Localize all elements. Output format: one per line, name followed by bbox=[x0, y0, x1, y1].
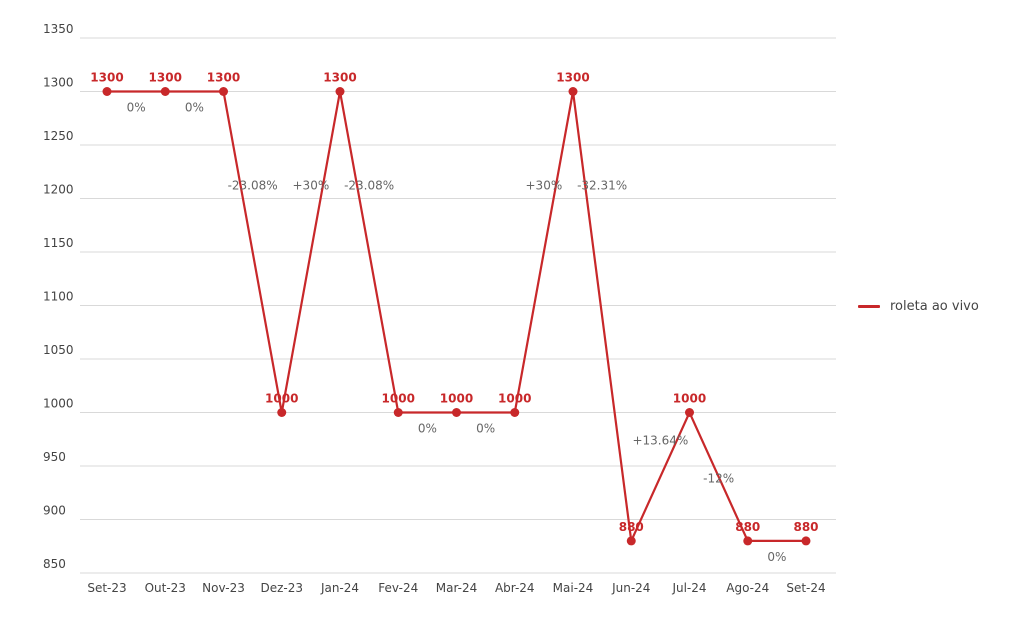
x-tick-label: Nov-23 bbox=[202, 581, 245, 595]
data-point bbox=[219, 87, 228, 96]
change-label: 0% bbox=[767, 550, 786, 564]
change-label: +13.64% bbox=[632, 434, 688, 448]
data-label: 1000 bbox=[440, 392, 473, 406]
x-tick-label: Set-24 bbox=[786, 581, 825, 595]
data-label: 1300 bbox=[556, 71, 589, 85]
y-tick-label: 1250 bbox=[43, 129, 74, 143]
data-points bbox=[102, 87, 811, 546]
data-point bbox=[393, 408, 403, 417]
x-tick-label: Abr-24 bbox=[495, 581, 535, 595]
change-label: +30% bbox=[526, 179, 563, 193]
data-point bbox=[277, 408, 287, 417]
change-label: 0% bbox=[418, 422, 437, 436]
data-label: 1300 bbox=[149, 71, 182, 85]
y-tick-label: 1300 bbox=[43, 76, 74, 90]
y-tick-label: 1150 bbox=[43, 236, 74, 250]
x-tick-label: Mar-24 bbox=[436, 581, 477, 595]
data-label: 1300 bbox=[90, 71, 123, 85]
legend-swatch bbox=[858, 305, 880, 308]
x-tick-label: Set-23 bbox=[87, 581, 126, 595]
change-label: -23.08% bbox=[228, 179, 278, 193]
x-tick-label: Jan-24 bbox=[320, 581, 359, 595]
legend-label: roleta ao vivo bbox=[890, 299, 979, 314]
change-label: -12% bbox=[703, 472, 734, 486]
y-tick-label: 1050 bbox=[43, 343, 74, 357]
change-label: -23.08% bbox=[344, 179, 394, 193]
y-tick-label: 900 bbox=[43, 504, 66, 518]
change-label: -32.31% bbox=[577, 179, 627, 193]
data-label: 880 bbox=[619, 520, 644, 534]
data-label: 1300 bbox=[207, 71, 240, 85]
data-point bbox=[801, 536, 811, 546]
y-tick-label: 1000 bbox=[43, 397, 74, 411]
data-point bbox=[160, 87, 170, 96]
change-label: +30% bbox=[293, 179, 330, 193]
y-tick-label: 1200 bbox=[43, 183, 74, 197]
data-point bbox=[568, 87, 578, 96]
data-label: 1000 bbox=[498, 392, 531, 406]
y-axis-ticks: 850 900 950 1000 1050 1100 1150 1200 1250 1300 135… bbox=[43, 22, 74, 571]
y-tick-label: 950 bbox=[43, 450, 66, 464]
x-tick-label: Jun-24 bbox=[611, 581, 650, 595]
x-tick-label: Jul-24 bbox=[671, 581, 706, 595]
data-labels: 1300 1300 1300 1000 1300 1000 1000 1000 1300 880 1… bbox=[90, 71, 818, 534]
series-line bbox=[107, 90, 806, 545]
data-point bbox=[743, 536, 753, 546]
change-label: 0% bbox=[127, 101, 146, 115]
data-label: 1000 bbox=[265, 392, 298, 406]
y-tick-label: 1100 bbox=[43, 290, 74, 304]
data-point bbox=[335, 87, 345, 96]
y-tick-label: 850 bbox=[43, 557, 66, 571]
data-label: 880 bbox=[735, 520, 760, 534]
x-tick-label: Mai-24 bbox=[553, 581, 594, 595]
data-point bbox=[452, 408, 461, 417]
data-point bbox=[685, 408, 694, 417]
y-tick-label: 1350 bbox=[43, 22, 74, 36]
series-line-path bbox=[107, 90, 806, 545]
x-tick-label: Fev-24 bbox=[378, 581, 418, 595]
data-label: 1300 bbox=[323, 71, 356, 85]
data-label: 1000 bbox=[673, 392, 706, 406]
data-label: 880 bbox=[793, 520, 818, 534]
data-point bbox=[510, 408, 520, 417]
change-label: 0% bbox=[185, 101, 204, 115]
data-point bbox=[102, 87, 112, 96]
data-point bbox=[626, 536, 636, 546]
change-label: 0% bbox=[476, 422, 495, 436]
change-labels: 0% 0% -23.08% +30% -23.08% 0% 0% +30% -32.31% +13… bbox=[127, 101, 787, 564]
grid-lines bbox=[80, 37, 836, 574]
x-tick-label: Out-23 bbox=[145, 581, 186, 595]
x-tick-label: Dez-23 bbox=[260, 581, 303, 595]
x-axis-ticks: Set-23 Out-23 Nov-23 Dez-23 Jan-24 Fev-24 Mar-… bbox=[87, 581, 825, 595]
x-tick-label: Ago-24 bbox=[726, 581, 769, 595]
data-label: 1000 bbox=[382, 392, 415, 406]
legend: roleta ao vivo bbox=[858, 299, 979, 314]
